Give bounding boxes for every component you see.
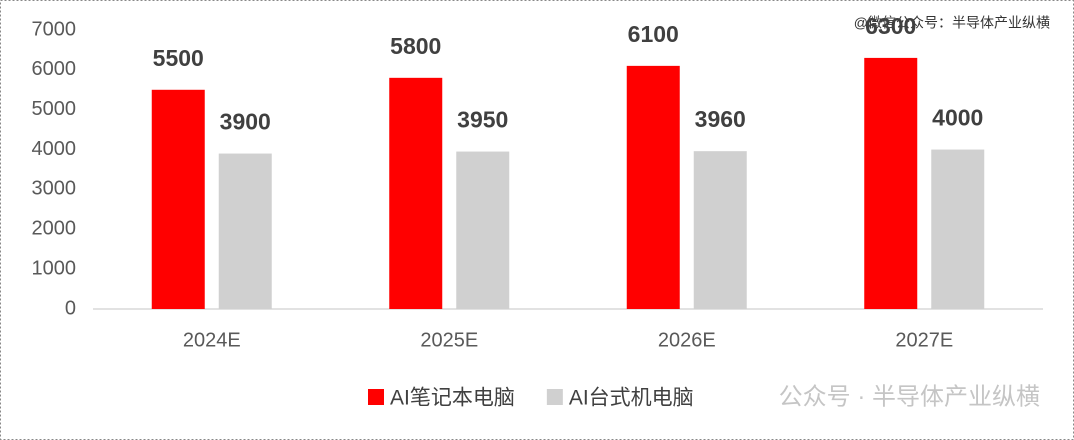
y-tick-label: 6000 (32, 58, 77, 80)
value-label: 3960 (695, 106, 746, 132)
x-tick-label: 2026E (658, 329, 716, 351)
value-label: 5500 (153, 45, 204, 71)
bar (931, 149, 985, 309)
bar (864, 57, 918, 310)
x-tick-label: 2025E (420, 329, 478, 351)
y-tick-label: 2000 (32, 218, 77, 240)
watermark: 公众号 · 半导体产业纵横 (779, 383, 1040, 410)
y-tick-label: 3000 (32, 178, 77, 200)
value-label: 6100 (628, 21, 679, 47)
y-tick-label: 5000 (32, 98, 77, 120)
y-tick-label: 1000 (32, 257, 77, 279)
y-tick-label: 7000 (32, 18, 77, 40)
value-label: 4000 (932, 105, 983, 131)
watermark: @微信公众号：半导体产业纵横 (854, 15, 1050, 31)
bar (389, 77, 443, 309)
bar (151, 89, 205, 310)
x-tick-label: 2024E (183, 329, 241, 351)
value-label: 3900 (220, 109, 271, 135)
bar (626, 65, 680, 309)
legend-swatch (368, 389, 384, 405)
value-label: 3950 (457, 107, 508, 133)
value-label: 5800 (390, 33, 441, 59)
legend-label: AI台式机电脑 (569, 387, 694, 410)
bar (456, 151, 510, 309)
legend-label: AI笔记本电脑 (390, 387, 515, 410)
x-tick-label: 2027E (895, 329, 953, 351)
value-label: 6300 (865, 13, 916, 39)
bar (218, 153, 272, 309)
bar (693, 151, 747, 309)
y-tick-label: 0 (65, 297, 76, 319)
legend-swatch (546, 389, 563, 405)
y-tick-label: 4000 (32, 138, 77, 160)
